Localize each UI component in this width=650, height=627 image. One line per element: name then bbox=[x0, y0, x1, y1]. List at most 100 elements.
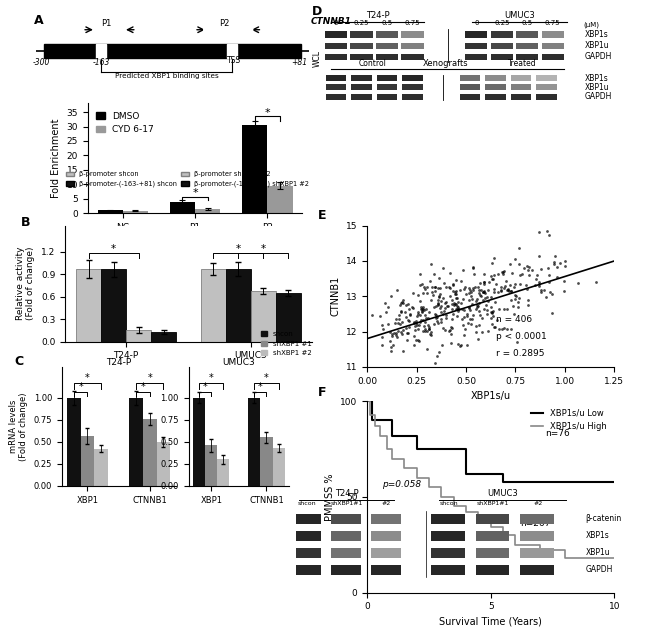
Bar bbox=[331, 564, 361, 575]
Point bbox=[500, 281, 510, 291]
Point bbox=[505, 259, 515, 269]
Point bbox=[417, 326, 428, 336]
Point bbox=[473, 282, 483, 292]
Point bbox=[418, 315, 428, 325]
Point bbox=[497, 266, 508, 277]
Point bbox=[573, 278, 583, 288]
Point bbox=[389, 318, 400, 328]
Point bbox=[388, 340, 398, 350]
Bar bbox=[350, 54, 373, 60]
Point bbox=[433, 300, 443, 310]
Point bbox=[414, 317, 424, 327]
Bar bbox=[491, 54, 513, 60]
Point bbox=[425, 330, 436, 340]
Point bbox=[486, 302, 496, 312]
Point bbox=[549, 256, 560, 266]
Point bbox=[395, 319, 405, 329]
Point bbox=[549, 251, 560, 261]
Bar bbox=[491, 31, 513, 38]
Point bbox=[452, 301, 462, 311]
Point bbox=[515, 270, 525, 280]
XBP1s/u High bbox=[363, 398, 371, 405]
Point bbox=[474, 290, 485, 300]
Point bbox=[474, 285, 484, 295]
Point bbox=[478, 287, 488, 297]
Point bbox=[536, 287, 546, 297]
Point bbox=[442, 302, 452, 312]
Point bbox=[534, 281, 545, 291]
Bar bbox=[157, 442, 170, 486]
Point bbox=[536, 285, 547, 295]
XBP1s/u Low bbox=[363, 398, 371, 405]
Point bbox=[430, 300, 441, 310]
Bar bbox=[536, 75, 556, 81]
Point bbox=[457, 314, 467, 324]
Bar bbox=[195, 209, 220, 213]
Point bbox=[386, 346, 396, 356]
Point bbox=[411, 316, 421, 326]
Bar bbox=[291, 531, 321, 541]
Point bbox=[409, 317, 419, 327]
Point bbox=[404, 304, 415, 314]
Point bbox=[414, 320, 424, 330]
Bar bbox=[242, 125, 267, 213]
Point bbox=[523, 295, 534, 305]
Point bbox=[455, 340, 465, 350]
Point bbox=[393, 325, 403, 335]
Bar bbox=[331, 547, 361, 558]
Point bbox=[539, 285, 549, 295]
Point bbox=[467, 298, 477, 308]
Point bbox=[459, 330, 469, 340]
Point bbox=[451, 298, 462, 308]
Bar bbox=[227, 45, 237, 58]
Point bbox=[514, 243, 524, 253]
Point bbox=[436, 296, 447, 306]
Point bbox=[440, 297, 450, 307]
Point bbox=[401, 300, 411, 310]
Point bbox=[421, 304, 431, 314]
Point bbox=[456, 298, 467, 308]
Bar bbox=[541, 43, 564, 49]
Text: 0: 0 bbox=[334, 21, 339, 26]
Bar bbox=[536, 85, 556, 90]
Bar bbox=[351, 75, 372, 81]
Text: -163: -163 bbox=[92, 58, 110, 67]
Y-axis label: PMMSS %: PMMSS % bbox=[325, 473, 335, 520]
Point bbox=[445, 268, 455, 278]
Bar bbox=[431, 531, 465, 541]
Point bbox=[431, 313, 441, 323]
Point bbox=[450, 287, 460, 297]
Text: 0.25: 0.25 bbox=[494, 21, 510, 26]
Point bbox=[510, 294, 520, 304]
Point bbox=[450, 288, 460, 298]
Bar bbox=[325, 31, 347, 38]
Text: *: * bbox=[111, 244, 116, 254]
Bar bbox=[402, 94, 423, 100]
Point bbox=[543, 230, 554, 240]
Point bbox=[427, 287, 437, 297]
Text: XBP1s: XBP1s bbox=[584, 74, 608, 83]
Point bbox=[499, 266, 509, 276]
Point bbox=[437, 293, 448, 303]
Point bbox=[403, 315, 413, 325]
Point bbox=[469, 269, 480, 279]
Point bbox=[503, 286, 514, 296]
Point bbox=[473, 334, 484, 344]
Point bbox=[458, 305, 469, 315]
Point bbox=[489, 270, 499, 280]
Point bbox=[486, 275, 497, 285]
Point bbox=[521, 280, 532, 290]
Point bbox=[435, 289, 445, 299]
Bar bbox=[465, 43, 488, 49]
Bar bbox=[485, 85, 506, 90]
Point bbox=[506, 295, 517, 305]
Bar bbox=[251, 291, 276, 342]
Point bbox=[513, 297, 523, 307]
Point bbox=[448, 280, 458, 290]
Y-axis label: Fold Enrichment: Fold Enrichment bbox=[51, 119, 61, 198]
Point bbox=[463, 319, 473, 329]
Bar bbox=[460, 94, 480, 100]
Point bbox=[447, 308, 458, 319]
Point bbox=[431, 310, 441, 320]
Point bbox=[420, 317, 430, 327]
